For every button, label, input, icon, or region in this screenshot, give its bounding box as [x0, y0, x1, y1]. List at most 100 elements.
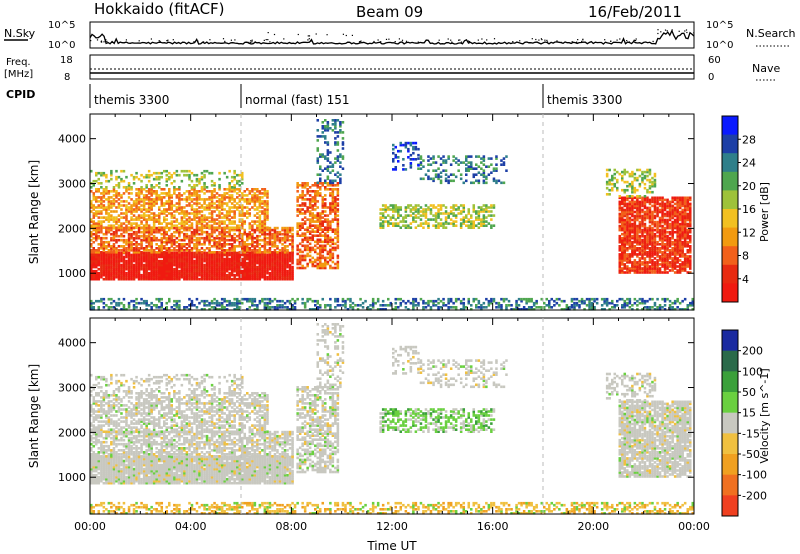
power-cell: [321, 224, 325, 227]
power-cell: [198, 271, 201, 275]
power-cell: [125, 175, 128, 179]
freq-tick-bottom: 8: [64, 72, 70, 83]
power-cell: [97, 182, 101, 185]
power-cell: [135, 271, 138, 275]
power-cell: [208, 224, 211, 227]
power-cell: [641, 251, 644, 254]
power-cell: [666, 200, 669, 204]
power-cell: [150, 198, 153, 201]
power-cell: [266, 263, 269, 267]
power-cell: [220, 234, 224, 238]
power-cell: [671, 247, 674, 250]
power-cell: [490, 218, 493, 221]
power-cell: [638, 251, 642, 254]
power-cell: [152, 236, 156, 240]
power-cell: [397, 160, 400, 163]
power-cell: [321, 212, 325, 215]
power-cell: [651, 222, 654, 226]
power-cell: [283, 234, 287, 238]
power-cell: [326, 250, 330, 254]
power-cell: [100, 226, 103, 229]
power-cell: [671, 212, 674, 216]
power-cell: [291, 228, 294, 232]
power-cell: [236, 263, 239, 267]
power-cell: [271, 263, 274, 267]
power-cell: [238, 255, 242, 259]
power-cell: [651, 255, 654, 258]
power-cell: [399, 149, 403, 153]
power-cell: [326, 242, 330, 246]
nsky-trace: [89, 29, 695, 45]
power-cell: [658, 218, 662, 222]
power-cell: [145, 190, 148, 193]
power-cell: [178, 255, 181, 259]
power-cell: [173, 192, 176, 195]
power-cell: [90, 200, 93, 203]
power-cell: [490, 224, 493, 227]
power-cell: [633, 216, 637, 220]
power-cell: [110, 190, 113, 193]
power-cell: [92, 232, 96, 236]
power-cell: [180, 253, 184, 257]
nsearch-dot: [447, 38, 449, 40]
power-cell: [198, 277, 201, 281]
power-cell: [263, 192, 267, 195]
power-cell: [200, 277, 204, 281]
power-cell: [170, 212, 174, 215]
power-cell: [147, 204, 151, 207]
power-cell: [223, 214, 226, 217]
power-cell: [150, 200, 153, 203]
power-cell: [213, 277, 216, 281]
power-cell: [137, 206, 141, 209]
power-cell: [268, 234, 272, 238]
power-cell: [147, 249, 151, 252]
power-cell: [145, 186, 148, 189]
power-cell: [683, 259, 687, 262]
power-cell: [147, 273, 151, 277]
power-cell: [90, 263, 93, 267]
power-cell: [329, 208, 332, 211]
power-cell: [190, 230, 194, 234]
power-cell: [155, 175, 158, 179]
power-cell: [198, 190, 201, 193]
power-cell: [326, 143, 330, 146]
power-cell: [220, 194, 224, 197]
power-cell: [324, 202, 327, 205]
power-cell: [648, 228, 652, 232]
power-cell: [183, 169, 186, 173]
power-cell: [225, 226, 229, 229]
power-cell: [218, 206, 221, 209]
power-cell: [482, 210, 486, 213]
power-cell: [117, 175, 121, 179]
power-cell: [170, 232, 174, 236]
power-cell: [120, 208, 123, 211]
power-cell: [248, 255, 252, 259]
power-cell: [331, 123, 335, 126]
power-cell: [241, 245, 244, 248]
power-cell: [168, 198, 171, 201]
power-cell: [92, 206, 96, 209]
power-cell: [220, 273, 224, 277]
power-cell: [125, 190, 128, 193]
power-cell: [90, 259, 93, 263]
power-cell: [127, 182, 131, 185]
power-cell: [188, 190, 191, 193]
power-cell: [241, 204, 244, 207]
power-cell: [636, 212, 639, 216]
power-cell: [213, 259, 216, 263]
power-cell: [268, 226, 272, 230]
power-cell: [324, 194, 327, 197]
power-cell: [147, 228, 151, 232]
power-cell: [105, 198, 108, 201]
power-cell: [671, 263, 674, 266]
power-cell: [686, 204, 690, 208]
power-cell: [163, 275, 166, 279]
power-cell: [251, 206, 254, 209]
power-cell: [150, 208, 153, 211]
power-cell: [238, 224, 242, 227]
power-cell: [90, 253, 93, 257]
power-cell: [661, 245, 664, 248]
power-cell: [102, 247, 106, 250]
power-cell: [683, 263, 687, 266]
power-cell: [256, 238, 259, 242]
